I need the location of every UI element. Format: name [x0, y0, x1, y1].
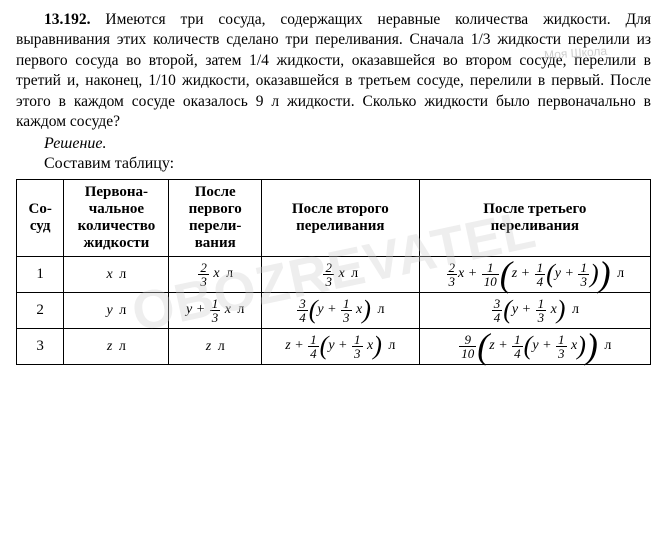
cell-after2: z + 14(y + 13 x) л: [261, 328, 419, 364]
problem-number: 13.192.: [44, 11, 91, 28]
th-after2: После второго переливания: [261, 179, 419, 256]
cell-after1: z л: [169, 328, 262, 364]
cell-vessel: 3: [17, 328, 64, 364]
table-header-row: Со- суд Первона- чальное количество жидк…: [17, 179, 651, 256]
cell-after2: 23 x л: [261, 256, 419, 292]
table-row: 2 y л y + 13 x л 34(y + 13 x) л 34(y + 1…: [17, 292, 651, 328]
cell-after3: 910(z + 14(y + 13 x)) л: [419, 328, 650, 364]
cell-vessel: 2: [17, 292, 64, 328]
cell-after1: y + 13 x л: [169, 292, 262, 328]
cell-vessel: 1: [17, 256, 64, 292]
solution-label: Решение.: [16, 135, 651, 153]
th-vessel: Со- суд: [17, 179, 64, 256]
solution-table: Со- суд Первона- чальное количество жидк…: [16, 179, 651, 365]
table-row: 3 z л z л z + 14(y + 13 x) л 910(z + 14(…: [17, 328, 651, 364]
cell-initial: z л: [64, 328, 169, 364]
cell-after1: 23 x л: [169, 256, 262, 292]
cell-initial: y л: [64, 292, 169, 328]
th-after3: После третьего переливания: [419, 179, 650, 256]
problem-text: 13.192. Имеются три сосуда, содержащих н…: [16, 10, 651, 133]
cell-initial: x л: [64, 256, 169, 292]
cell-after3: 23x + 110(z + 14(y + 13)) л: [419, 256, 650, 292]
table-row: 1 x л 23 x л 23 x л 23x + 110(z + 14(y +…: [17, 256, 651, 292]
problem-body: Имеются три сосуда, содержащих неравные …: [16, 11, 651, 130]
th-initial: Первона- чальное количество жидкости: [64, 179, 169, 256]
cell-after3: 34(y + 13 x) л: [419, 292, 650, 328]
th-after1: После первого перели- вания: [169, 179, 262, 256]
cell-after2: 34(y + 13 x) л: [261, 292, 419, 328]
instruction-text: Составим таблицу:: [16, 155, 651, 173]
